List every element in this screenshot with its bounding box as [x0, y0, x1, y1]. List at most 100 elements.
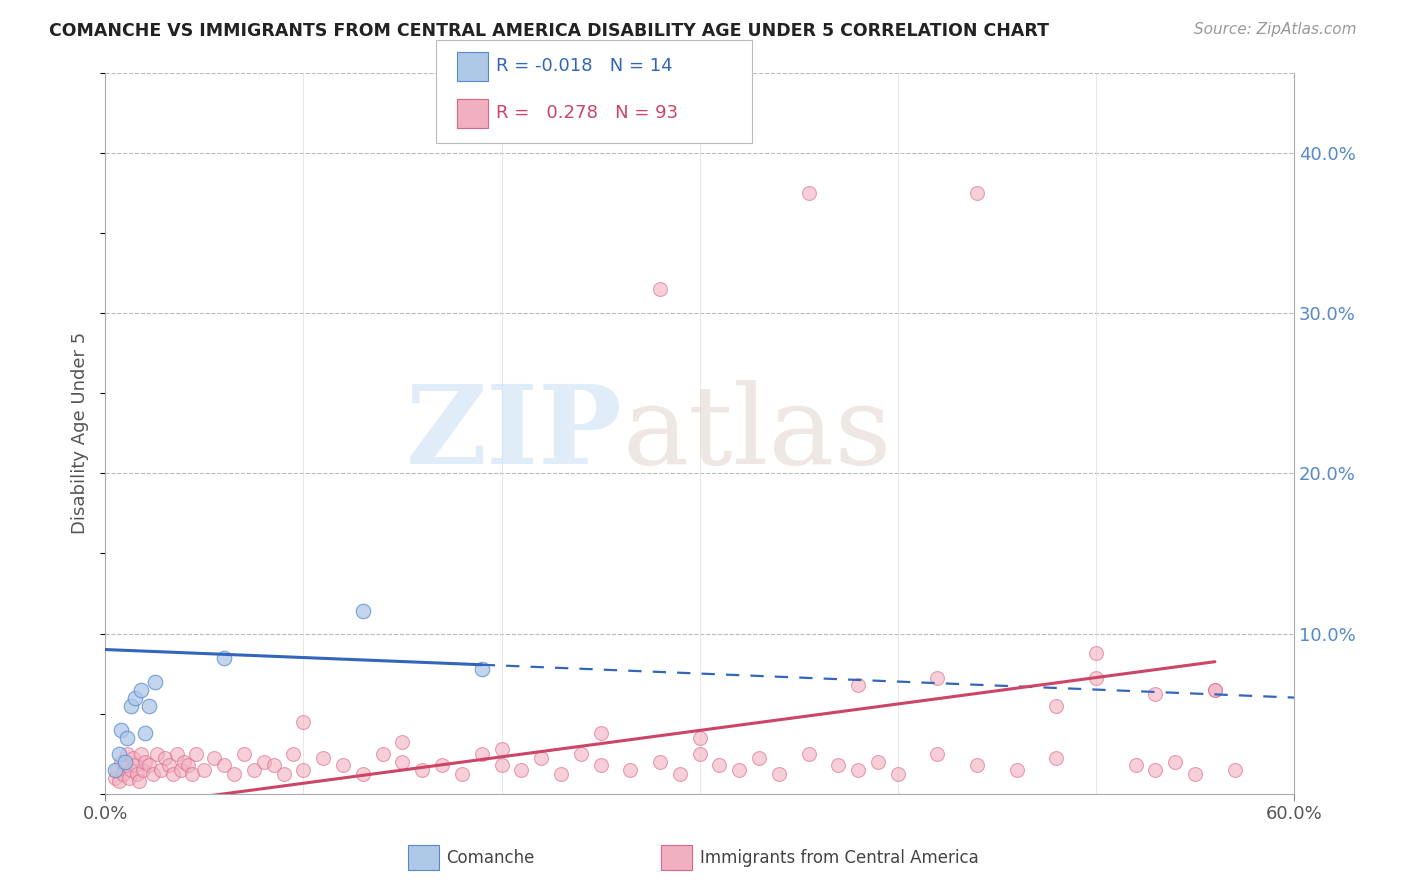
Point	[491, 741, 513, 756]
Point	[162, 767, 184, 781]
Point	[128, 773, 150, 788]
Point	[142, 767, 165, 781]
Point	[120, 763, 142, 777]
Point	[1144, 763, 1167, 777]
Point	[132, 763, 155, 777]
Point	[134, 755, 156, 769]
Point	[232, 747, 254, 761]
Point	[589, 726, 612, 740]
Point	[619, 763, 641, 777]
Point	[927, 747, 949, 761]
Point	[569, 747, 592, 761]
Point	[709, 757, 731, 772]
Point	[143, 674, 166, 689]
Point	[114, 755, 136, 769]
Text: COMANCHE VS IMMIGRANTS FROM CENTRAL AMERICA DISABILITY AGE UNDER 5 CORRELATION C: COMANCHE VS IMMIGRANTS FROM CENTRAL AMER…	[49, 22, 1049, 40]
Point	[451, 767, 474, 781]
Point	[193, 763, 215, 777]
Point	[768, 767, 790, 781]
Point	[728, 763, 751, 777]
Point	[648, 755, 671, 769]
Point	[283, 747, 305, 761]
Point	[491, 757, 513, 772]
Point	[114, 757, 136, 772]
Point	[1144, 687, 1167, 701]
Point	[1084, 671, 1107, 685]
Point	[134, 726, 156, 740]
Point	[312, 751, 335, 765]
Point	[120, 698, 142, 713]
Point	[153, 751, 176, 765]
Point	[292, 763, 315, 777]
Point	[222, 767, 245, 781]
Point	[253, 755, 276, 769]
Point	[129, 682, 152, 697]
Point	[846, 678, 869, 692]
Point	[1204, 682, 1226, 697]
Point	[827, 757, 849, 772]
Point	[110, 755, 132, 769]
Point	[124, 757, 146, 772]
Point	[1084, 646, 1107, 660]
Point	[145, 747, 167, 761]
Point	[391, 755, 413, 769]
Point	[112, 767, 135, 781]
Text: Source: ZipAtlas.com: Source: ZipAtlas.com	[1194, 22, 1357, 37]
Point	[748, 751, 770, 765]
Point	[177, 757, 200, 772]
Point	[471, 747, 494, 761]
Point	[352, 604, 374, 618]
Y-axis label: Disability Age Under 5: Disability Age Under 5	[72, 332, 89, 534]
Point	[104, 771, 127, 785]
Point	[966, 186, 988, 200]
Point	[166, 747, 188, 761]
Point	[1005, 763, 1028, 777]
Point	[510, 763, 533, 777]
Point	[797, 186, 820, 200]
Point	[202, 751, 225, 765]
Point	[243, 763, 266, 777]
Text: Comanche: Comanche	[446, 849, 534, 867]
Point	[108, 773, 131, 788]
Point	[352, 767, 374, 781]
Point	[966, 757, 988, 772]
Point	[157, 757, 180, 772]
Point	[887, 767, 910, 781]
Point	[1204, 682, 1226, 697]
Point	[273, 767, 295, 781]
Point	[115, 731, 138, 745]
Point	[125, 767, 148, 781]
Point	[173, 755, 195, 769]
Point	[689, 747, 711, 761]
Point	[430, 757, 453, 772]
Text: ZIP: ZIP	[406, 380, 623, 487]
Point	[1184, 767, 1206, 781]
Point	[212, 650, 235, 665]
Point	[104, 763, 127, 777]
Point	[471, 662, 494, 676]
Point	[669, 767, 692, 781]
Point	[181, 767, 204, 781]
Point	[391, 735, 413, 749]
Point	[124, 690, 146, 705]
Point	[292, 714, 315, 729]
Point	[1164, 755, 1187, 769]
Point	[108, 747, 131, 761]
Point	[332, 757, 354, 772]
Point	[846, 763, 869, 777]
Point	[530, 751, 553, 765]
Point	[212, 757, 235, 772]
Point	[115, 747, 138, 761]
Text: R = -0.018   N = 14: R = -0.018 N = 14	[496, 57, 673, 76]
Point	[169, 763, 191, 777]
Point	[648, 282, 671, 296]
Point	[105, 763, 128, 777]
Point	[371, 747, 394, 761]
Point	[797, 747, 820, 761]
Point	[138, 698, 160, 713]
Point	[589, 757, 612, 772]
Point	[263, 757, 285, 772]
Point	[1045, 751, 1067, 765]
Point	[149, 763, 172, 777]
Point	[118, 771, 141, 785]
